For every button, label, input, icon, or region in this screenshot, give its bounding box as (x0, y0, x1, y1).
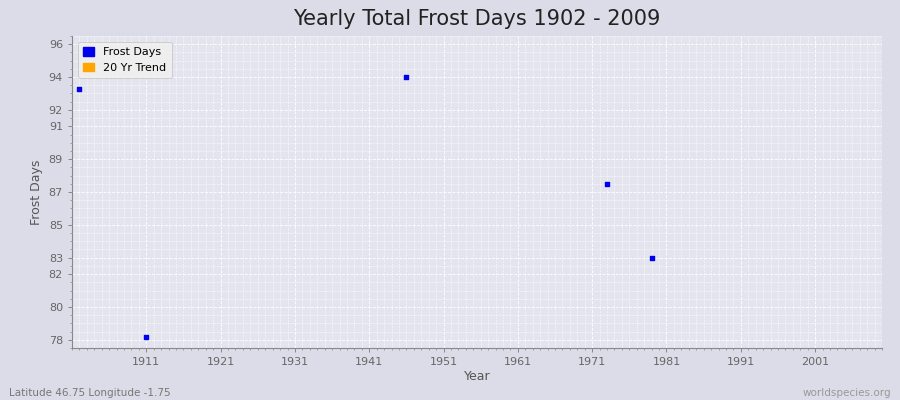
Text: Latitude 46.75 Longitude -1.75: Latitude 46.75 Longitude -1.75 (9, 388, 171, 398)
Point (599, 180, 614, 187)
Legend: Frost Days, 20 Yr Trend: Frost Days, 20 Yr Trend (77, 42, 172, 78)
X-axis label: Year: Year (464, 370, 490, 383)
Y-axis label: Frost Days: Frost Days (31, 159, 43, 225)
Point (400, 74, 414, 80)
Point (72, 85, 86, 92)
Text: worldspecies.org: worldspecies.org (803, 388, 891, 398)
Point (140, 333, 154, 340)
Point (644, 254, 659, 261)
Title: Yearly Total Frost Days 1902 - 2009: Yearly Total Frost Days 1902 - 2009 (293, 9, 661, 29)
